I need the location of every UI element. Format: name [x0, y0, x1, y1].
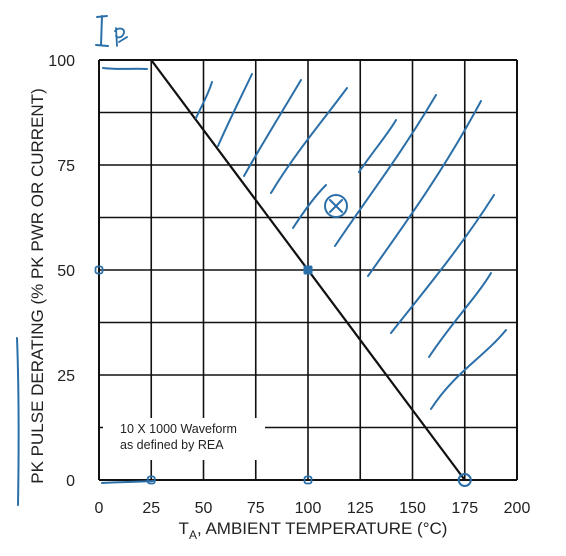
x-tick-label: 0 [95, 500, 104, 517]
y-axis-title: PK PULSE DERATING (% PK PWR OR CURRENT) [28, 88, 47, 483]
hatch-stroke [430, 329, 507, 410]
x-tick-label: 75 [247, 500, 265, 517]
x-tick-label: 100 [295, 500, 322, 517]
ink-top-stroke [102, 67, 148, 70]
hatch-stroke [243, 79, 302, 177]
annotation-line-1: 10 X 1000 Waveform [120, 422, 237, 436]
hatch-stroke [217, 73, 253, 147]
annotation-background [103, 418, 265, 460]
hatch-stroke [390, 194, 495, 334]
ink-bottom-stroke [101, 480, 154, 484]
y-tick-label: 50 [57, 263, 75, 280]
hatch-stroke [428, 272, 492, 358]
x-axis-title-symbol: T [179, 519, 189, 538]
circled-x-cross [329, 199, 343, 213]
hatch-stroke [358, 119, 397, 173]
x-tick-label: 175 [451, 500, 478, 517]
ip-label: Ip [95, 15, 128, 50]
ip-label-glyph-I [95, 15, 109, 47]
marked-point [94, 265, 104, 275]
x-axis-title-subscript: A [189, 528, 197, 542]
marked-point [457, 473, 472, 487]
marked-point [146, 475, 156, 485]
x-axis-title: TA, AMBIENT TEMPERATURE (°C) [179, 519, 448, 542]
hatch-stroke [334, 94, 437, 247]
hatch-stroke [367, 100, 482, 277]
ink-left-margin-stroke [16, 337, 20, 506]
marked-point [303, 265, 313, 275]
y-tick-labels: 0 25 50 75 100 [48, 53, 75, 490]
y-tick-label: 75 [57, 158, 75, 175]
y-tick-label: 25 [57, 368, 75, 385]
annotation-box: 10 X 1000 Waveform as defined by REA [103, 418, 265, 460]
x-tick-labels: 0 25 50 75 100 125 150 175 200 [95, 500, 531, 517]
y-tick-label: 0 [66, 473, 75, 490]
y-tick-label: 100 [48, 53, 75, 70]
ip-label-text: Ip [101, 33, 114, 50]
x-tick-label: 25 [142, 500, 160, 517]
hatch-stroke [195, 81, 213, 119]
x-axis-title-rest: , AMBIENT TEMPERATURE (°C) [197, 519, 448, 538]
x-tick-label: 50 [195, 500, 213, 517]
x-tick-label: 200 [504, 500, 531, 517]
hatch-stroke [270, 87, 348, 194]
handwritten-ink: Ip [16, 15, 507, 506]
hatch-stroke [292, 184, 327, 229]
annotation-line-2: as defined by REA [120, 438, 224, 452]
marked-point [303, 475, 313, 485]
circled-x-ring [324, 194, 348, 218]
x-tick-label: 150 [399, 500, 426, 517]
ip-label-glyph-p [114, 27, 128, 47]
x-tick-label: 125 [347, 500, 374, 517]
